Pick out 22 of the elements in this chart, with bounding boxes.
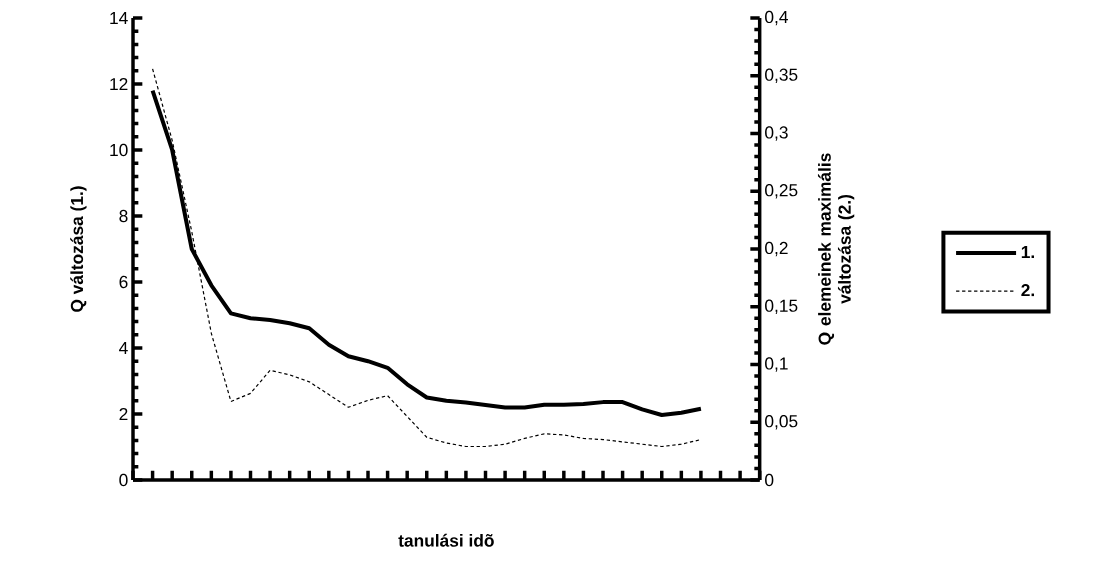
y-tick-label: 10: [110, 143, 128, 157]
y2-tick-label: 0,05: [765, 415, 798, 430]
y-tick-label: 12: [110, 77, 128, 91]
y2-tick-label: 0,4: [765, 10, 788, 26]
y-tick-label: 14: [110, 12, 128, 24]
y-tick-label: 4: [119, 342, 128, 354]
y-axis-title: Q változása (1.): [70, 186, 87, 312]
y2-tick-label: 0,2: [765, 241, 788, 257]
y-tick-label: 6: [119, 275, 128, 289]
legend-label: 1.: [1021, 246, 1034, 259]
y-tick-label: 0: [119, 473, 128, 487]
y-tick-label: 2: [119, 407, 128, 421]
y-tick-label: 8: [119, 209, 128, 223]
y2-tick-label: 0: [765, 473, 774, 487]
y2-tick-label: 0,15: [765, 299, 798, 314]
x-axis-title: tanulási idõ: [398, 533, 494, 547]
y2-tick-label: 0,25: [765, 184, 798, 199]
y2-axis-title: Q elemeinek maximális változása (2.): [817, 153, 855, 345]
y2-tick-label: 0,3: [765, 126, 788, 141]
y2-tick-label: 0,1: [765, 357, 788, 372]
y2-tick-label: 0,35: [765, 68, 798, 83]
legend-label: 2.: [1021, 284, 1034, 297]
